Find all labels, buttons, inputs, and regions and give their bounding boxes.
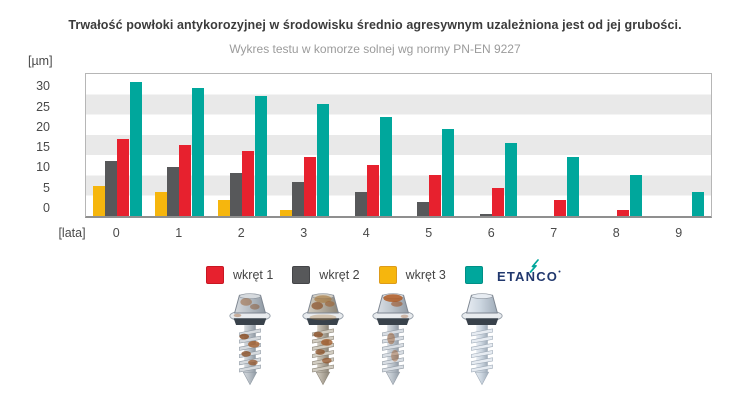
bar-etanco-year-2: [254, 96, 267, 216]
screw-photo-1: [229, 293, 271, 386]
x-axis-unit-label: [lata]: [58, 226, 86, 240]
bar-wkrt1-year-5: [429, 175, 442, 216]
legend-swatch-1: [206, 265, 224, 284]
bar-wkrt2-year-3: [292, 181, 305, 216]
bar-group-year-5: [399, 74, 462, 216]
legend-item-1: wkręt 1: [206, 265, 274, 284]
x-tick-label-8: 8: [612, 226, 620, 240]
bar-wkrt1-year-7: [554, 199, 567, 216]
x-tick-label-4: 4: [362, 226, 370, 240]
bar-etanco-year-9: [692, 191, 705, 216]
bar-group-year-6: [461, 74, 524, 216]
bar-wkrt2-year-6: [479, 214, 492, 216]
bar-group-year-3: [274, 74, 337, 216]
chart-subtitle: Wykres testu w komorze solnej wg normy P…: [229, 42, 521, 56]
chart-legend: wkręt 1 wkręt 2 wkręt 3 ETANCO: [206, 259, 583, 290]
bar-etanco-year-0: [129, 82, 142, 216]
bar-group-year-1: [149, 74, 212, 216]
screw-photos-row: [0, 290, 750, 390]
legend-swatch-3: [378, 265, 397, 284]
bar-wkrt1-year-4: [366, 165, 379, 216]
screw-photo-2: [302, 293, 344, 386]
bar-wkrt2-year-2: [229, 173, 242, 216]
spark-icon: [529, 259, 539, 273]
x-tick-label-3: 3: [300, 226, 308, 240]
legend-label-1: wkręt 1: [233, 267, 274, 282]
y-tick-label-15: 15: [36, 140, 50, 155]
bar-group-year-9: [649, 74, 712, 216]
y-axis-unit-label: [µm]: [28, 54, 53, 68]
bar-wkrt3-year-0: [92, 185, 105, 216]
etanco-logo: ETANCO: [497, 259, 561, 284]
bar-etanco-year-5: [442, 128, 455, 216]
chart-title: Trwałość powłoki antykorozyjnej w środow…: [68, 18, 682, 32]
bar-wkrt1-year-3: [304, 157, 317, 216]
bar-group-year-4: [336, 74, 399, 216]
bar-etanco-year-8: [629, 175, 642, 216]
bar-wkrt2-year-4: [354, 191, 367, 216]
legend-swatch-4: [464, 265, 483, 284]
legend-swatch-2: [292, 265, 311, 284]
y-tick-label-0: 0: [43, 201, 50, 215]
screw-photo-3: [372, 293, 414, 386]
bar-wkrt2-year-0: [104, 161, 117, 216]
bar-etanco-year-7: [567, 157, 580, 216]
bar-etanco-year-4: [379, 116, 392, 216]
x-tick-label-1: 1: [175, 226, 183, 240]
svg-text:ETANCO: ETANCO: [497, 269, 558, 284]
bar-wkrt3-year-3: [280, 209, 293, 216]
bar-wkrt2-year-5: [417, 201, 430, 216]
legend-item-2: wkręt 2: [292, 265, 360, 284]
y-tick-label-5: 5: [43, 180, 50, 195]
legend-label-3: wkręt 3: [405, 267, 446, 282]
y-tick-label-10: 10: [36, 160, 50, 175]
bar-group-year-0: [86, 74, 149, 216]
legend-item-3: wkręt 3: [378, 265, 446, 284]
x-tick-label-7: 7: [550, 226, 558, 240]
y-tick-label-30: 30: [36, 79, 50, 94]
x-tick-label-0: 0: [112, 226, 120, 240]
y-tick-label-20: 20: [36, 119, 50, 134]
legend-item-4: ETANCO: [464, 259, 564, 290]
bar-group-year-2: [211, 74, 274, 216]
screw-photo-4: [461, 293, 503, 386]
chart-plot: [85, 73, 712, 218]
bar-wkrt3-year-2: [217, 199, 230, 216]
legend-label-2: wkręt 2: [319, 267, 360, 282]
bar-wkrt1-year-2: [241, 151, 254, 216]
bar-etanco-year-1: [192, 88, 205, 216]
x-tick-label-2: 2: [237, 226, 245, 240]
bar-wkrt1-year-8: [616, 209, 629, 216]
bar-wkrt3-year-1: [155, 191, 168, 216]
bar-wkrt1-year-6: [491, 187, 504, 216]
bar-wkrt2-year-1: [167, 167, 180, 216]
bar-wkrt1-year-1: [179, 145, 192, 216]
bar-group-year-8: [586, 74, 649, 216]
bar-etanco-year-6: [504, 143, 517, 216]
bar-group-year-7: [524, 74, 587, 216]
bar-wkrt1-year-0: [116, 138, 129, 216]
x-tick-label-6: 6: [487, 226, 495, 240]
y-tick-label-25: 25: [36, 99, 50, 114]
x-tick-label-5: 5: [425, 226, 433, 240]
bar-etanco-year-3: [317, 104, 330, 216]
x-tick-label-9: 9: [675, 226, 683, 240]
